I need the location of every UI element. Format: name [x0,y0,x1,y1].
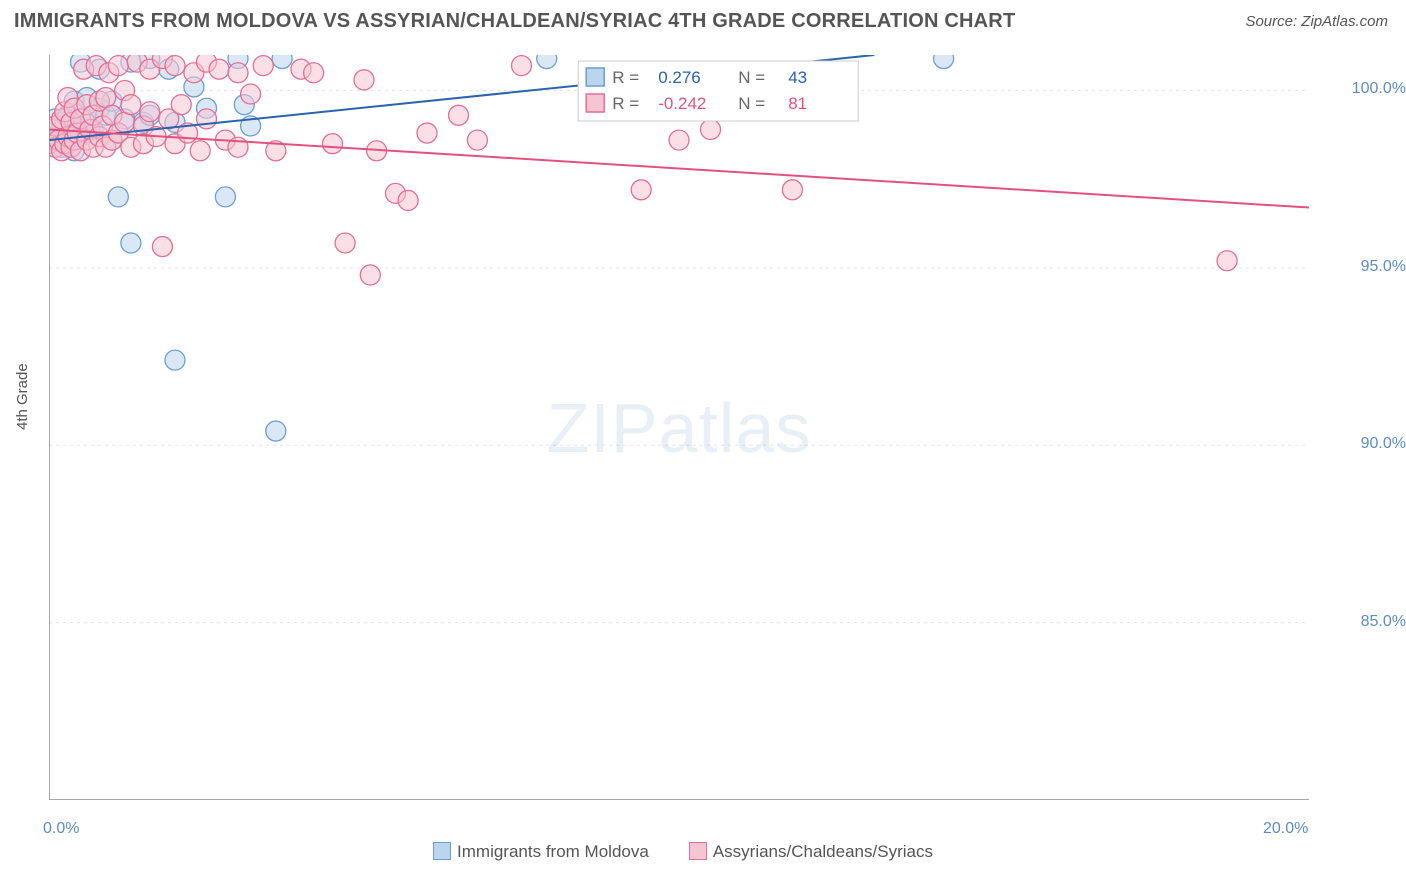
chart-plot-area: R = 0.276N = 43R =-0.242N = 81 ZIPatlas [49,55,1309,800]
svg-text:N =: N = [738,94,765,113]
svg-text:81: 81 [788,94,807,113]
svg-text:N =: N = [738,68,765,87]
svg-text:R =: R = [612,68,639,87]
chart-title: IMMIGRANTS FROM MOLDOVA VS ASSYRIAN/CHAL… [14,10,1015,33]
y-tick-label: 90.0% [1327,435,1406,453]
svg-text:0.276: 0.276 [658,68,701,87]
svg-text:-0.242: -0.242 [658,94,706,113]
scatter-chart-svg: R = 0.276 N = 43 R = -0.242 N = 81 [49,55,1309,800]
x-tick-label: 0.0% [43,820,79,838]
x-tick-label: 20.0% [1263,820,1308,838]
legend-swatch [433,842,451,860]
bottom-legend: Immigrants from Moldova Assyrians/Chaldea… [0,842,1406,862]
y-tick-label: 100.0% [1327,80,1406,98]
source-attribution: Source: ZipAtlas.com [1245,13,1388,30]
svg-text:R =: R = [612,94,639,113]
y-axis-label: 4th Grade [14,363,31,430]
y-tick-label: 95.0% [1327,258,1406,276]
legend-label: Assyrians/Chaldeans/Syriacs [713,842,933,861]
legend-label: Immigrants from Moldova [457,842,649,861]
y-tick-label: 85.0% [1327,613,1406,631]
svg-text:43: 43 [788,68,807,87]
legend-swatch [689,842,707,860]
